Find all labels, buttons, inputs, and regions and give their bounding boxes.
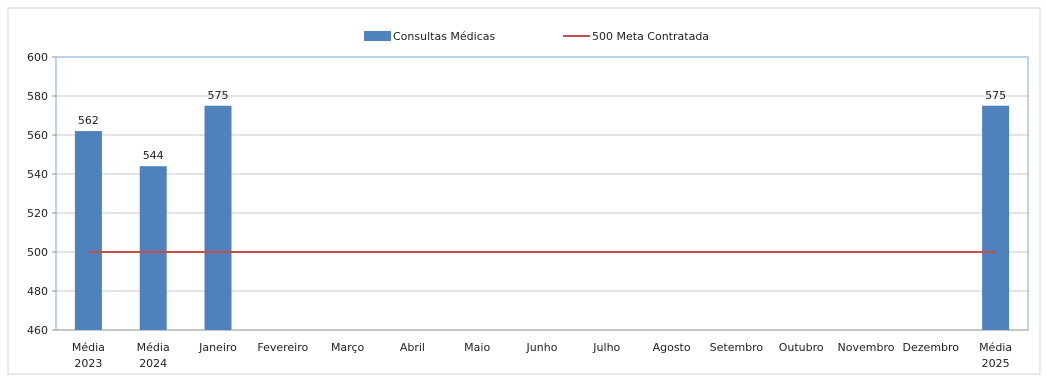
- x-tick-label-13: Novembro: [838, 341, 895, 354]
- x-tick-label-1-line2: 2023: [74, 357, 102, 370]
- x-tick-label-11: Setembro: [710, 341, 764, 354]
- data-label-1: 562: [78, 114, 99, 127]
- x-tick-label-4: Fevereiro: [257, 341, 308, 354]
- y-tick-label-600: 600: [27, 51, 48, 64]
- bar-1: [74, 131, 102, 330]
- y-tick-label-460: 460: [27, 324, 48, 337]
- x-tick-label-7: Maio: [464, 341, 490, 354]
- x-tick-label-2-line2: 2024: [139, 357, 167, 370]
- x-tick-label-10: Agosto: [653, 341, 691, 354]
- chart-frame: [7, 7, 1041, 375]
- legend-label-meta: 500 Meta Contratada: [592, 30, 709, 43]
- x-tick-label-15-line2: 2025: [982, 357, 1010, 370]
- legend-swatch-consultas: [364, 31, 391, 41]
- y-tick-label-540: 540: [27, 168, 48, 181]
- data-label-3: 575: [208, 89, 229, 102]
- data-label-15: 575: [985, 89, 1006, 102]
- x-tick-label-12: Outubro: [779, 341, 824, 354]
- x-tick-label-5: Março: [331, 341, 365, 354]
- x-tick-label-3: Janeiro: [198, 341, 237, 354]
- bar-2: [139, 166, 167, 330]
- x-tick-label-1-line1: Média: [72, 341, 105, 354]
- y-tick-label-580: 580: [27, 90, 48, 103]
- x-tick-label-15-line1: Média: [979, 341, 1012, 354]
- y-tick-label-560: 560: [27, 129, 48, 142]
- legend-label-consultas: Consultas Médicas: [393, 30, 496, 43]
- y-tick-label-520: 520: [27, 207, 48, 220]
- x-tick-label-9: Julho: [592, 341, 620, 354]
- x-tick-label-14: Dezembro: [903, 341, 960, 354]
- bar-15: [982, 105, 1010, 330]
- y-tick-label-480: 480: [27, 285, 48, 298]
- bar-3: [204, 105, 232, 330]
- data-label-2: 544: [143, 149, 164, 162]
- x-tick-label-6: Abril: [400, 341, 425, 354]
- x-tick-label-8: Junho: [526, 341, 558, 354]
- x-tick-label-2-line1: Média: [137, 341, 170, 354]
- y-tick-label-500: 500: [27, 246, 48, 259]
